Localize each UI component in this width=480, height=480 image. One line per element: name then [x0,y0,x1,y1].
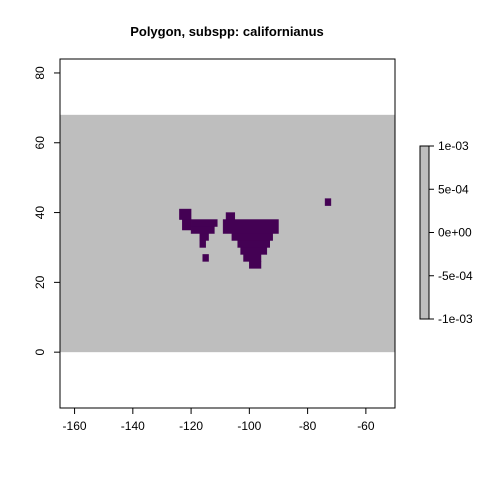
legend-tick-label: -5e-04 [438,269,473,283]
presence-cell [199,233,209,241]
presence-cell [243,254,262,262]
legend-tick-label: 0e+00 [438,226,472,240]
legend-tick-label: 1e-03 [438,139,469,153]
legend-colorbar [419,145,430,320]
x-tick-label: -160 [63,419,87,433]
y-tick-label: 80 [33,66,47,80]
y-axis: 0 20 40 60 80 [33,66,61,356]
y-tick-label: 60 [33,136,47,150]
presence-cell [182,219,192,231]
x-axis: -160 -140 -120 -100 -80 -60 [63,407,375,433]
presence-cell [222,219,279,234]
y-tick-label: 40 [33,206,47,220]
x-tick-label: -140 [121,419,145,433]
presence-cell [190,219,218,227]
presence-cell [199,240,206,248]
presence-cell [179,208,192,220]
plot-area [59,58,396,409]
y-tick-label: 20 [33,275,47,289]
chart-title: Polygon, subspp: californianus [130,24,324,39]
legend-tick-label: -1e-03 [438,312,473,326]
presence-cell [240,247,268,255]
presence-cell [231,233,273,241]
presence-cell [249,261,262,269]
x-tick-label: -100 [237,419,261,433]
x-tick-label: -120 [179,419,203,433]
legend: 1e-03 5e-04 0e+00 -5e-04 -1e-03 [419,139,473,326]
presence-cell [237,240,270,248]
presence-cell [202,254,209,262]
x-tick-label: -60 [357,419,375,433]
legend-tick-label: 5e-04 [438,182,469,196]
x-tick-label: -80 [299,419,317,433]
presence-cell [190,226,215,234]
y-tick-label: 0 [33,349,47,356]
presence-cell [324,198,332,206]
